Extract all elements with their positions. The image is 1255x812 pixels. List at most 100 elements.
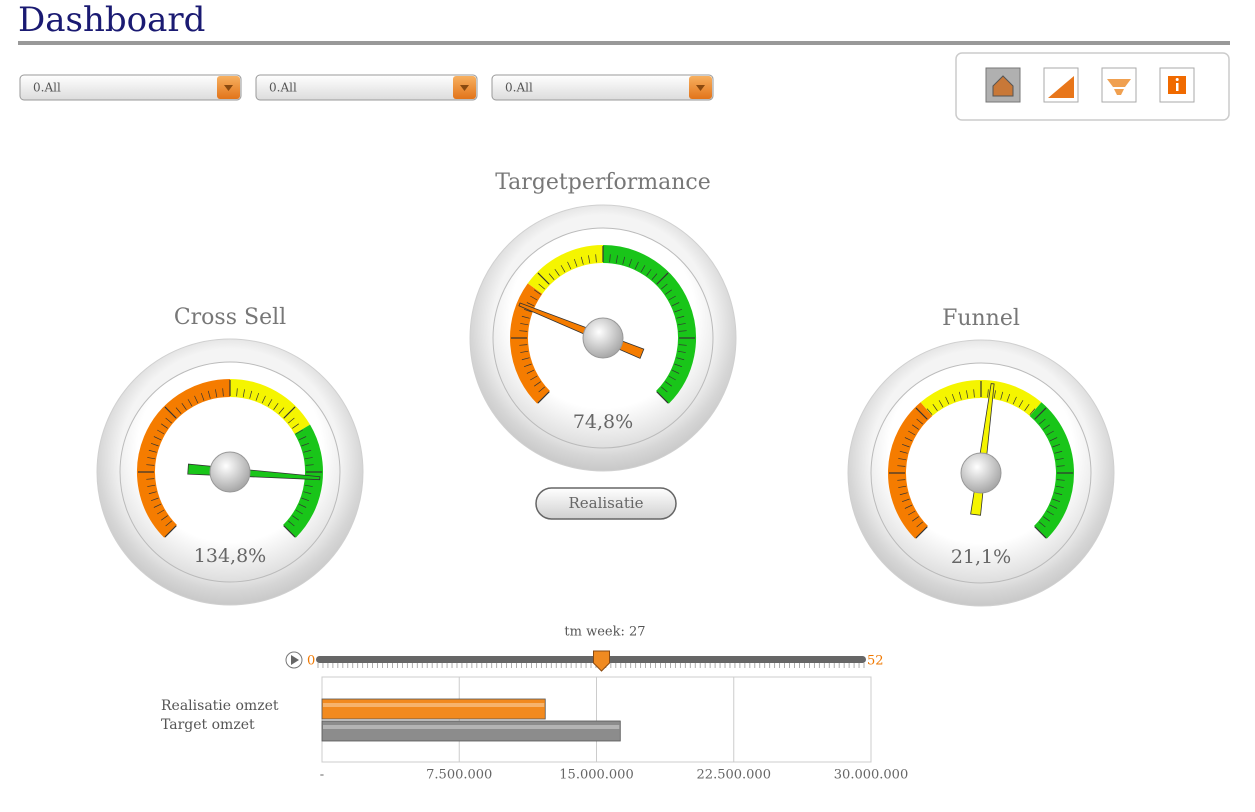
info-button[interactable]: [1159, 67, 1195, 103]
gauge-tick: [901, 443, 910, 448]
gauge-band: [888, 402, 933, 539]
gauge-tick: [595, 254, 597, 263]
gauge-band: [1029, 402, 1074, 539]
x-tick-label: 22.500.000: [697, 768, 771, 783]
gauge-tick: [676, 357, 685, 361]
dropdown-box: [491, 74, 714, 101]
gauge-tick: [1038, 418, 1046, 425]
gauge-tick: [678, 344, 687, 346]
gauge-tick: [1052, 443, 1061, 448]
slider-label: tm week: 27: [564, 625, 645, 640]
gauge-tick: [973, 389, 975, 398]
gauge-tick: [538, 386, 546, 393]
gauge-tick: [615, 255, 618, 264]
gauge-tick: [150, 442, 159, 447]
chart-button[interactable]: [1043, 67, 1079, 103]
gauge-tick: [1046, 510, 1054, 516]
gauge-band: [282, 424, 323, 538]
gauge-tick: [665, 381, 673, 387]
gauge-tick: [1000, 391, 1004, 400]
gauge-tick: [646, 268, 652, 276]
gauge-tick: [926, 408, 933, 416]
gauge-tick: [560, 265, 566, 273]
gauge-tick: [1055, 458, 1064, 461]
gauge-tick: [640, 265, 646, 273]
gauge-tick: [533, 289, 541, 295]
gauge-tick: [567, 261, 572, 270]
dropdown-value: 0.All: [505, 81, 533, 95]
gauge-tick: [146, 464, 155, 466]
dropdown-value: 0.All: [269, 81, 297, 95]
gauge-tick: [660, 386, 668, 393]
gauge-tick: [622, 256, 626, 265]
gauge-tick: [153, 503, 162, 508]
bar-shine: [323, 703, 545, 707]
gauge-tick: [665, 289, 673, 295]
gauge-tick: [1056, 465, 1065, 467]
gauge-tick: [987, 389, 989, 398]
gauge-tick: [904, 437, 913, 442]
gauge-tick: [660, 283, 668, 290]
gauge-band: [602, 245, 696, 404]
dropdown-arrow: [460, 85, 469, 91]
gauge-tick: [634, 261, 639, 270]
gauge-tick: [1049, 504, 1058, 509]
gauge-tick: [573, 258, 578, 267]
home-button[interactable]: [985, 67, 1021, 103]
x-tick-label: 7.500.000: [426, 768, 492, 783]
gauge-tick: [160, 423, 168, 429]
realisatie-button[interactable]: Realisatie: [535, 487, 677, 520]
gauge-tick: [911, 516, 919, 522]
gauge-tick: [520, 350, 529, 353]
filter-dropdown[interactable]: 0.All: [491, 74, 714, 101]
gauge-tick: [1052, 498, 1061, 503]
gauge-band: [527, 245, 604, 295]
gauge-title: Targetperformance: [495, 170, 711, 195]
bar: [321, 698, 546, 720]
gauge-tick: [521, 315, 530, 319]
filter-dropdown[interactable]: 0.All: [255, 74, 478, 101]
gauge-tick: [898, 458, 907, 461]
gauge-tick: [523, 363, 532, 368]
gauge: Funnel 21,1%: [847, 306, 1115, 607]
gauge-tick: [267, 399, 273, 407]
slider-thumb[interactable]: [593, 650, 610, 672]
gauge-title: Cross Sell: [174, 305, 286, 330]
gauge-tick: [187, 399, 193, 407]
gauge-tick: [1034, 526, 1047, 539]
gauge-hub: [209, 451, 251, 493]
gauge-tick: [292, 515, 300, 521]
gauge: Cross Sell 134,8%: [96, 305, 364, 606]
gauge-tick: [537, 391, 550, 404]
gauge-tick: [222, 388, 224, 397]
gauge-tick: [303, 491, 312, 495]
gauge-tick: [1054, 492, 1063, 496]
gauge-tick: [249, 390, 253, 399]
gauge-tick: [150, 497, 159, 502]
gauge-tick: [588, 255, 591, 264]
play-button[interactable]: [285, 651, 303, 669]
filter-dropdown[interactable]: 0.All: [19, 74, 242, 101]
gauge-tick: [899, 492, 908, 496]
gauge-tick: [1043, 424, 1051, 430]
gauge-tick: [292, 423, 300, 429]
gauge-tick: [521, 357, 530, 361]
gauge-tick: [897, 465, 906, 467]
gauge-tick: [908, 510, 916, 516]
x-tick-label: 15.000.000: [559, 768, 633, 783]
gauge-tick: [519, 330, 528, 332]
gauge-tick: [916, 521, 924, 528]
gauge-tick: [295, 509, 303, 515]
funnel-button[interactable]: [1101, 67, 1137, 103]
title-rule: [18, 41, 1230, 45]
gauge-tick: [1029, 408, 1036, 416]
gauge-value: 74,8%: [573, 411, 633, 433]
chart-glyph: [1048, 76, 1074, 98]
gauge-tick: [916, 418, 924, 425]
gauge-tick: [1006, 393, 1011, 402]
gauge-tick: [938, 400, 944, 408]
gauge-tick: [165, 520, 173, 527]
info-icon: [1159, 67, 1195, 103]
gauge-band: [137, 379, 231, 538]
gauge-tick: [194, 395, 199, 404]
